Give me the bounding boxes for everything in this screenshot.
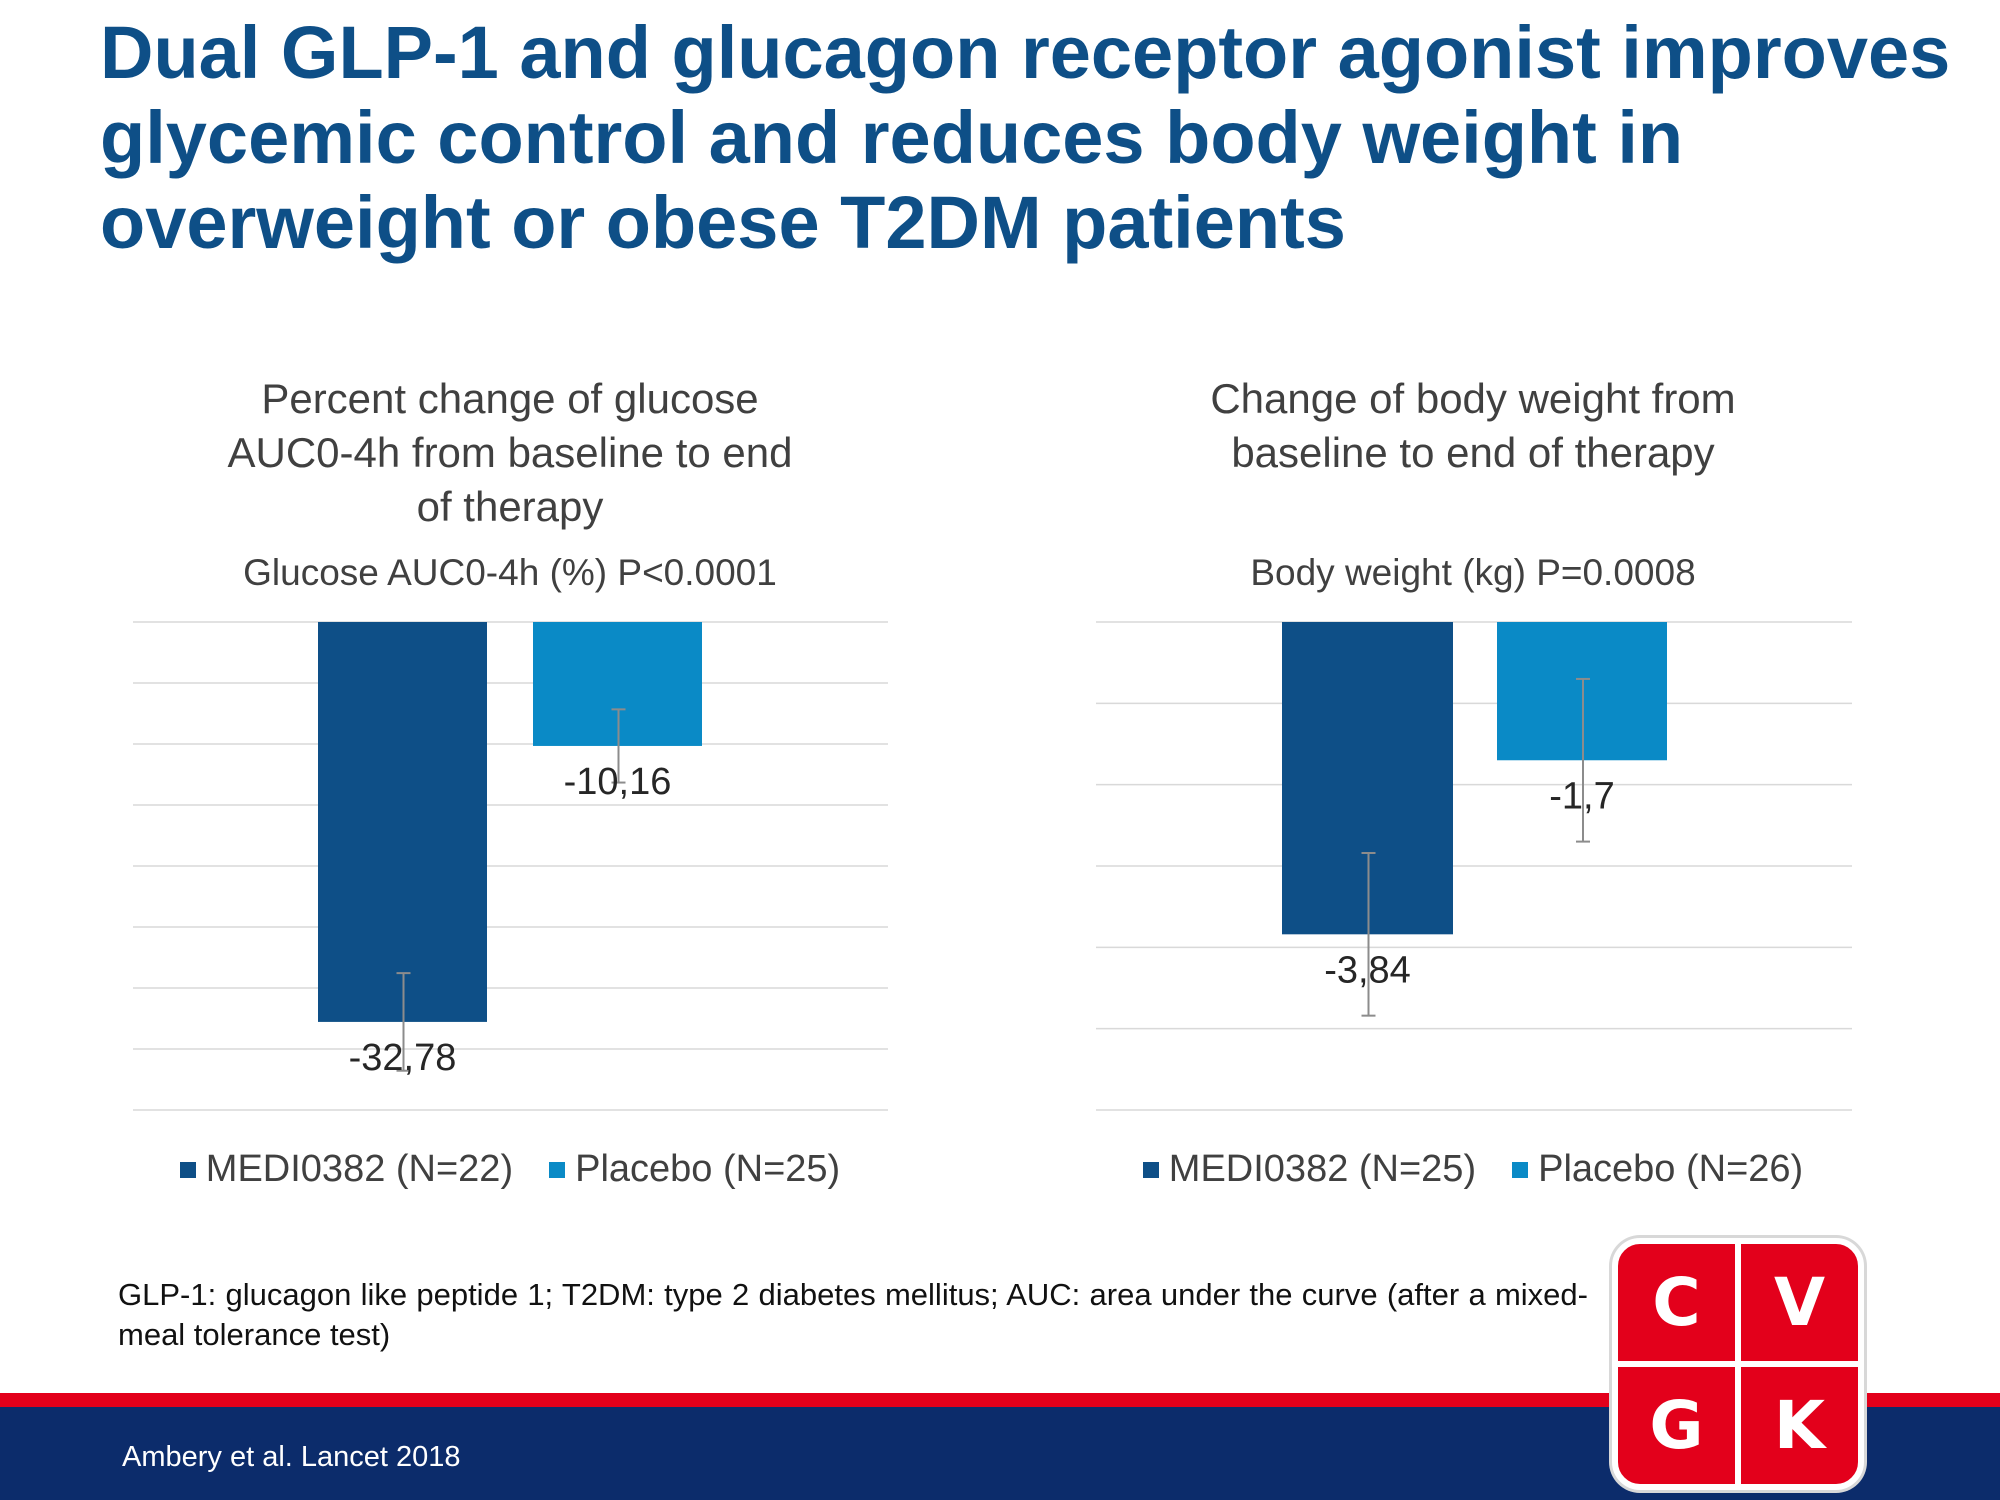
chart-heading-line: baseline to end of therapy	[1231, 429, 1715, 476]
bar	[318, 622, 487, 1022]
chart-subtitle-bodyweight: Body weight (kg) P=0.0008	[1250, 552, 1696, 593]
footer-red-band	[0, 1393, 2000, 1407]
logo-divider	[1735, 1244, 1741, 1484]
legend-item-medi: MEDI0382 (N=22)	[179, 1148, 514, 1191]
logo-letter: V	[1773, 1264, 1826, 1341]
logo-letter: G	[1649, 1387, 1704, 1464]
chart-heading-line: Change of body weight from	[1210, 375, 1736, 422]
chart-bodyweight-plot: -3,84 -1,7	[1096, 621, 1852, 1111]
slide-title: Dual GLP-1 and glucagon receptor agonist…	[100, 11, 1951, 264]
logo-letter: C	[1652, 1264, 1701, 1341]
legend-label: Placebo (N=26)	[1538, 1148, 1804, 1190]
legend-item-placebo: Placebo (N=26)	[1512, 1148, 1803, 1191]
chart-heading-bodyweight: Change of body weight from baseline to e…	[1093, 372, 1853, 480]
legend-swatch	[1512, 1161, 1529, 1178]
chart-glucose-plot: -32,78 -10,16	[133, 621, 888, 1111]
legend-label: MEDI0382 (N=22)	[205, 1148, 514, 1190]
legend-item-placebo: Placebo (N=25)	[549, 1148, 840, 1191]
chart-heading-line: of therapy	[416, 483, 604, 530]
source-citation: Ambery et al. Lancet 2018	[122, 1441, 461, 1473]
data-label: -1,7	[1549, 775, 1614, 817]
legend-label: Placebo (N=25)	[575, 1148, 841, 1190]
legend-glucose: MEDI0382 (N=22) Placebo (N=25)	[130, 1148, 890, 1191]
legend-swatch	[179, 1161, 196, 1178]
chart-heading-glucose: Percent change of glucose AUC0-4h from b…	[130, 372, 890, 534]
data-label: -10,16	[564, 761, 672, 803]
footnote: GLP-1: glucagon like peptide 1; T2DM: ty…	[118, 1277, 1588, 1352]
chart-subtitle-glucose: Glucose AUC0-4h (%) P<0.0001	[243, 552, 777, 593]
cvgk-logo: C V G K	[1612, 1238, 1864, 1490]
chart-heading-line: Percent change of glucose	[261, 375, 759, 422]
legend-bodyweight: MEDI0382 (N=25) Placebo (N=26)	[1093, 1148, 1853, 1191]
chart-heading-line: AUC0-4h from baseline to end	[227, 429, 793, 476]
logo-letter: K	[1773, 1387, 1826, 1464]
data-label: -32,78	[349, 1037, 457, 1079]
data-label: -3,84	[1324, 949, 1411, 991]
legend-swatch	[1142, 1161, 1159, 1178]
legend-item-medi: MEDI0382 (N=25)	[1142, 1148, 1477, 1191]
legend-label: MEDI0382 (N=25)	[1168, 1148, 1477, 1190]
legend-swatch	[549, 1161, 566, 1178]
